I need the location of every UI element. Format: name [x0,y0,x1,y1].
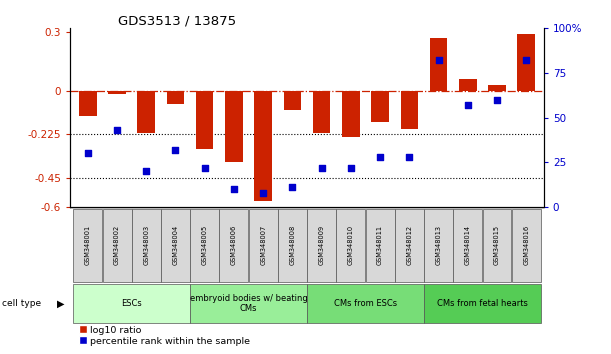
Text: GDS3513 / 13875: GDS3513 / 13875 [118,14,236,27]
FancyBboxPatch shape [73,284,190,323]
Text: GSM348001: GSM348001 [85,225,91,265]
FancyBboxPatch shape [73,209,102,282]
Point [170,147,180,153]
FancyBboxPatch shape [424,284,541,323]
Text: GSM348007: GSM348007 [260,225,266,265]
Point [434,58,444,63]
Point [316,165,326,171]
FancyBboxPatch shape [219,209,249,282]
FancyBboxPatch shape [307,209,336,282]
Text: GSM348014: GSM348014 [465,225,471,265]
Point [463,102,473,108]
Bar [196,91,213,149]
Text: CMs from ESCs: CMs from ESCs [334,299,397,308]
FancyBboxPatch shape [483,209,511,282]
FancyBboxPatch shape [512,209,541,282]
Text: GSM348015: GSM348015 [494,225,500,265]
Text: GSM348009: GSM348009 [319,225,324,265]
Bar [284,91,301,110]
Bar [401,91,418,129]
Text: GSM348011: GSM348011 [377,225,383,265]
Point [404,154,414,160]
Text: ▶: ▶ [57,298,64,309]
FancyBboxPatch shape [249,209,277,282]
FancyBboxPatch shape [161,209,190,282]
Text: embryoid bodies w/ beating
CMs: embryoid bodies w/ beating CMs [189,294,307,313]
Bar [342,91,360,137]
Text: GSM348008: GSM348008 [290,225,295,265]
Text: GSM348012: GSM348012 [406,225,412,265]
Point [112,127,122,133]
FancyBboxPatch shape [365,209,395,282]
FancyBboxPatch shape [190,209,219,282]
FancyBboxPatch shape [278,209,307,282]
Bar [225,91,243,162]
Text: GSM348013: GSM348013 [436,225,442,265]
Text: GSM348002: GSM348002 [114,225,120,265]
Legend: log10 ratio, percentile rank within the sample: log10 ratio, percentile rank within the … [75,322,254,349]
FancyBboxPatch shape [132,209,161,282]
FancyBboxPatch shape [307,284,423,323]
Bar [313,91,331,133]
FancyBboxPatch shape [424,209,453,282]
Bar [459,79,477,91]
Bar [488,85,506,91]
Point [83,151,93,156]
Bar [254,91,272,201]
Text: GSM348003: GSM348003 [143,225,149,265]
Bar [79,91,97,116]
Point [375,154,385,160]
FancyBboxPatch shape [337,209,365,282]
Bar [108,91,126,95]
Point [346,165,356,171]
Bar [371,91,389,121]
Point [229,186,239,192]
Point [258,190,268,196]
Text: GSM348005: GSM348005 [202,225,208,265]
Text: ESCs: ESCs [121,299,142,308]
Text: GSM348004: GSM348004 [172,225,178,265]
Point [492,97,502,103]
FancyBboxPatch shape [103,209,131,282]
Point [141,169,151,174]
Bar [518,34,535,91]
Bar [167,91,185,104]
Bar [430,38,447,91]
Point [521,58,531,63]
FancyBboxPatch shape [190,284,307,323]
Text: GSM348016: GSM348016 [523,225,529,265]
Text: cell type: cell type [2,299,41,308]
Point [200,165,210,171]
Text: GSM348006: GSM348006 [231,225,237,265]
Point [288,184,298,190]
FancyBboxPatch shape [395,209,424,282]
Text: CMs from fetal hearts: CMs from fetal hearts [437,299,528,308]
Bar [137,91,155,133]
FancyBboxPatch shape [453,209,482,282]
Text: GSM348010: GSM348010 [348,225,354,265]
